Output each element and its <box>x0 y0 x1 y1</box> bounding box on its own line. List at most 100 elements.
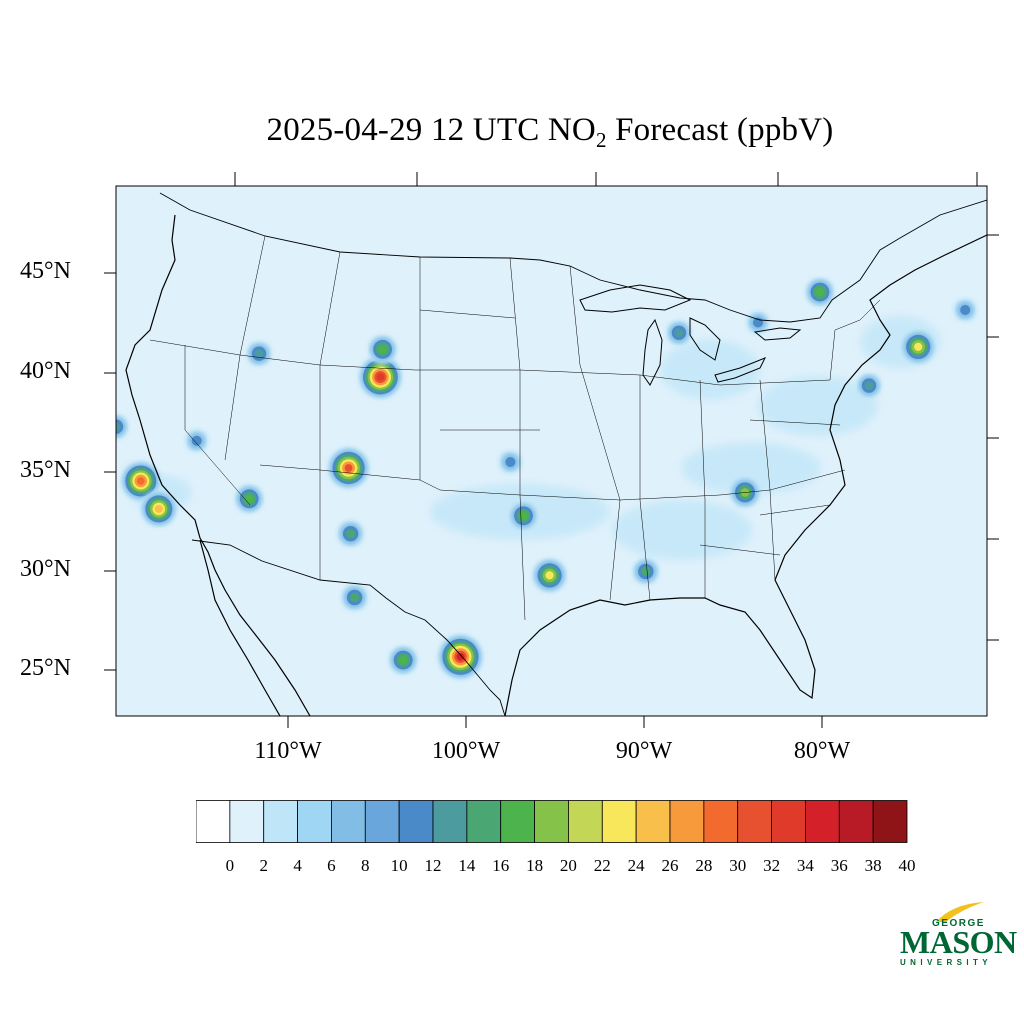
hotspot-denver <box>358 355 403 399</box>
baja-peninsula <box>199 539 281 716</box>
colorbar-label-34: 34 <box>796 856 814 875</box>
lake-superior <box>579 284 692 313</box>
colorbar-box-12 <box>601 800 637 843</box>
hotspot-phoenix <box>234 484 264 514</box>
lake-michigan <box>642 318 663 386</box>
colorbar-label-22: 22 <box>593 856 611 875</box>
colorbar-label-30: 30 <box>729 856 747 875</box>
colorbar-label-20: 20 <box>559 856 577 875</box>
hotspot-salt-lake-city <box>246 340 272 367</box>
haze-region <box>757 375 878 436</box>
colorbar-label-2: 2 <box>259 856 268 875</box>
hotspot-torreon <box>388 645 418 675</box>
colorbar-box-10 <box>534 800 569 843</box>
haze-region <box>660 339 761 400</box>
colorbar-box-15 <box>703 800 739 843</box>
us-mexico-border <box>191 539 506 716</box>
lake-ontario <box>753 327 802 341</box>
colorbar-box-1 <box>229 800 265 843</box>
colorbar-box-3 <box>297 800 332 843</box>
hotspot-chihuahua <box>340 583 369 612</box>
colorbar-label-8: 8 <box>361 856 370 875</box>
pacific-coast <box>125 214 311 716</box>
colorbar-label-14: 14 <box>458 856 476 875</box>
hotspot-new-orleans <box>632 557 660 586</box>
colorbar-box-5 <box>364 800 400 843</box>
colorbar-label-18: 18 <box>526 856 544 875</box>
colorbar-box-17 <box>771 800 806 843</box>
hotspot-albuquerque <box>327 447 370 489</box>
hotspot-san-francisco <box>58 387 89 418</box>
colorbar-box-6 <box>398 800 434 843</box>
lon-label-80: 80°W <box>793 738 851 764</box>
great-lakes <box>579 284 802 386</box>
hotspot-sacramento <box>76 374 102 400</box>
logo-flame-icon <box>936 902 984 922</box>
gmu-logo: GEORGE MASON UNIVERSITY <box>898 900 1017 970</box>
hotspot-detroit <box>746 310 770 335</box>
lat-label-25: 25°N <box>20 655 71 681</box>
gulf-coast <box>504 579 816 716</box>
colorbar-label-28: 28 <box>695 856 713 875</box>
axis-ticks <box>104 172 999 728</box>
coastlines <box>125 214 987 716</box>
colorbar-box-20 <box>872 800 908 843</box>
colorbar-box-11 <box>568 800 603 843</box>
title-rest: Forecast (ppbV) <box>606 112 834 148</box>
colorbar-box-2 <box>263 800 298 843</box>
hotspot-fresno <box>116 413 129 440</box>
colorbar-label-36: 36 <box>830 856 848 875</box>
title-subscript: 2 <box>595 128 607 152</box>
map-frame <box>115 185 988 717</box>
lake-erie <box>714 357 767 383</box>
colorbar-box-7 <box>432 800 468 843</box>
hotspot-houston <box>532 558 567 593</box>
chart-title: 2025-04-29 12 UTC NO2 Forecast (ppbV) <box>0 112 1024 152</box>
lake-huron <box>689 317 721 361</box>
colorbar-label-4: 4 <box>293 856 302 875</box>
colorbar-box-0 <box>196 800 231 843</box>
colorbar-label-12: 12 <box>424 856 442 875</box>
logo-george: GEORGE <box>932 918 985 929</box>
colorbar-box-18 <box>805 800 840 843</box>
colorbar-box-14 <box>669 800 705 843</box>
haze-region <box>77 370 113 470</box>
colorbar-label-24: 24 <box>627 856 645 875</box>
lat-label-45: 45°N <box>20 258 71 284</box>
logo-university: UNIVERSITY <box>900 958 993 967</box>
haze-region <box>680 442 821 495</box>
hotspot-seattle <box>76 194 102 220</box>
colorbar-label-0: 0 <box>225 856 235 875</box>
hotspot-los-angeles <box>120 460 161 502</box>
colorbar-box-8 <box>466 800 502 843</box>
hotspot-chicago <box>666 319 692 346</box>
colorbar-label-10: 10 <box>390 856 408 875</box>
lat-label-40: 40°N <box>20 358 71 384</box>
no2-field <box>58 194 978 680</box>
hotspot-las-vegas <box>184 428 209 453</box>
hotspot-dallas <box>508 501 539 531</box>
hotspot-monterrey <box>437 634 484 680</box>
colorbar-label-26: 26 <box>661 856 679 875</box>
hotspot-cheyenne <box>367 334 398 364</box>
hotspot-san-diego <box>140 490 178 528</box>
colorbar <box>196 800 908 843</box>
hotspot-toronto <box>805 277 835 307</box>
colorbar-box-16 <box>737 800 772 843</box>
colorbar-label-6: 6 <box>327 856 336 875</box>
colorbar-box-4 <box>331 800 366 843</box>
hotspot-boston <box>953 298 978 322</box>
hotspot-oklahoma-city <box>498 450 523 474</box>
lon-label-110: 110°W <box>254 738 322 764</box>
hotspot-washington <box>856 372 882 399</box>
logo-mason: MASON <box>900 924 1017 960</box>
lon-label-100: 100°W <box>431 738 501 764</box>
colorbar-label-32: 32 <box>763 856 781 875</box>
hotspot-el-paso <box>336 519 365 548</box>
us-canada-border <box>159 192 987 323</box>
lat-label-35: 35°N <box>20 457 71 483</box>
state-borders <box>149 235 881 621</box>
hotspot-new-york <box>900 329 936 365</box>
